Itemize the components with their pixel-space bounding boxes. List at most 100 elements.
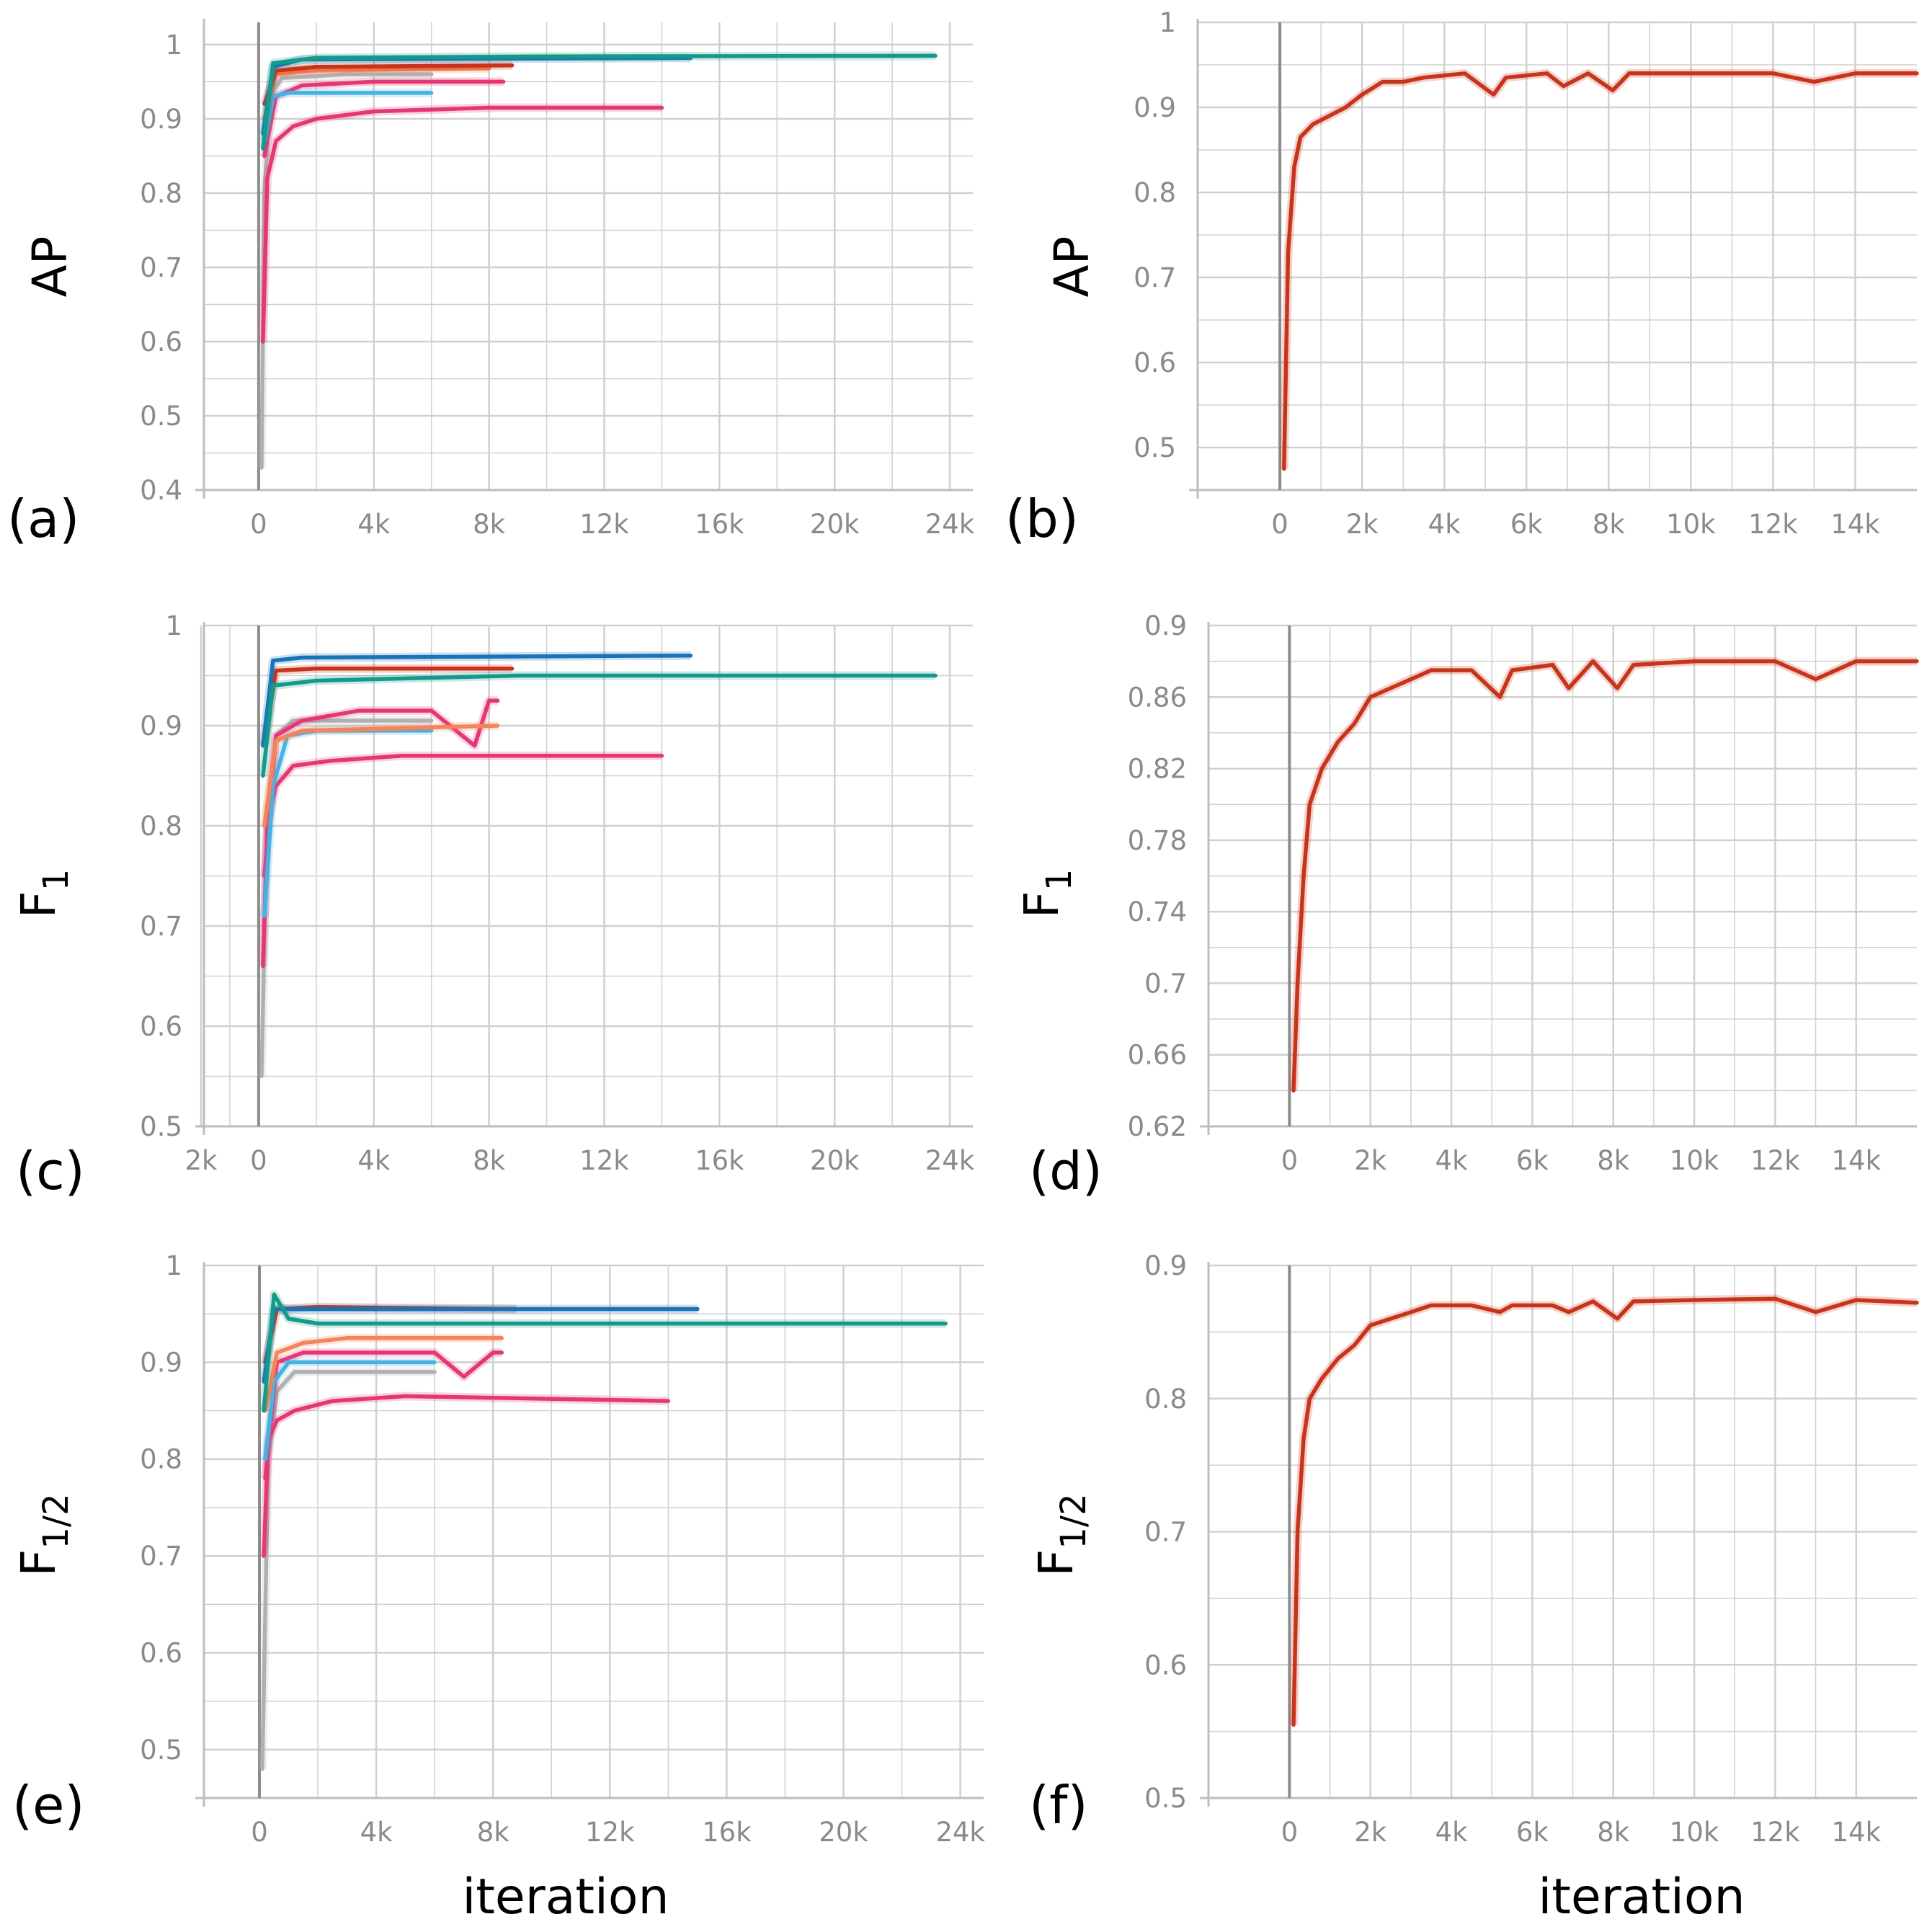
series-line-pink-mid	[262, 698, 500, 878]
y-axis-label-main: AP	[1044, 236, 1100, 298]
series-line-teal-run	[262, 1292, 948, 1413]
x-tick-label: 4k	[1435, 1817, 1469, 1848]
series-line-teal-run	[261, 53, 938, 151]
series-shadow-red-run	[1289, 1294, 1918, 1725]
y-axis-label: AP	[1044, 236, 1100, 298]
x-tick-label: 4k	[360, 1817, 393, 1848]
y-axis-label-subscript: 1/2	[1054, 1493, 1094, 1549]
y-tick-label: 0.6	[140, 326, 182, 357]
y-axis-label-main: F	[1014, 891, 1069, 918]
panel-label: (e)	[12, 1775, 84, 1835]
y-axis-label-subscript: 1	[36, 869, 76, 891]
panel-label: (a)	[7, 489, 79, 549]
x-tick-label: 16k	[695, 509, 744, 540]
x-tick-label: 2k	[1354, 1817, 1387, 1848]
x-tick-label: 14k	[1831, 1817, 1881, 1848]
y-tick-label: 0.8	[140, 811, 182, 842]
series-shadow-pink-low	[258, 751, 662, 966]
x-tick-label: 8k	[473, 509, 506, 540]
y-tick-label: 0.5	[1134, 432, 1176, 463]
y-axis-label: AP	[22, 236, 78, 298]
x-tick-label: 16k	[695, 1145, 744, 1176]
y-tick-label: 0.9	[1144, 1250, 1187, 1281]
y-tick-label: 0.6	[1134, 347, 1176, 378]
y-axis-label-main: F	[11, 891, 66, 918]
x-tick-label: 0	[250, 509, 267, 540]
y-tick-label: 0.8	[140, 178, 182, 209]
y-tick-label: 1	[165, 1250, 182, 1281]
y-axis-label-main: F	[1028, 1549, 1084, 1577]
series-shadow-pink-low	[259, 1392, 669, 1557]
x-axis-label-right: iteration	[1538, 1869, 1745, 1926]
series-line-pink-low	[262, 1394, 671, 1558]
x-tick-label: 14k	[1830, 509, 1880, 540]
x-tick-label: 10k	[1670, 1817, 1719, 1848]
x-tick-label: 20k	[810, 1145, 860, 1176]
y-tick-label: 0.4	[140, 475, 182, 506]
x-tick-label: 20k	[819, 1817, 868, 1848]
series-line-orange-run	[262, 724, 500, 828]
panel-d: 0.62 0.66 0.7 0.74 0.78 0.82 0.86 0.9 0 2k 4k 6k 8k 1…	[1014, 610, 1919, 1201]
x-tick-label: 8k	[473, 1145, 506, 1176]
x-tick-label: 12k	[579, 509, 629, 540]
x-tick-label: 2k	[185, 1145, 218, 1176]
y-tick-label: 0.6	[1144, 1650, 1187, 1681]
y-tick-label: 0.5	[140, 401, 182, 432]
x-axis-label-left: iteration	[462, 1869, 669, 1926]
y-tick-label: 0.8	[140, 1444, 182, 1475]
y-tick-label: 0.7	[140, 252, 182, 283]
y-tick-label: 0.9	[1144, 610, 1187, 641]
y-tick-label: 0.86	[1128, 682, 1187, 713]
y-tick-label: 0.7	[1144, 968, 1187, 999]
x-tick-label: 4k	[1428, 509, 1461, 540]
y-tick-label: 0.9	[140, 104, 182, 135]
x-tick-label: 4k	[357, 509, 391, 540]
x-tick-label: 12k	[1748, 509, 1798, 540]
y-axis-label-subscript: 1/2	[36, 1493, 76, 1549]
x-tick-label: 0	[1281, 1817, 1299, 1848]
x-tick-label: 24k	[925, 1145, 975, 1176]
y-tick-label: 0.7	[1134, 262, 1176, 293]
panel-label: (b)	[1005, 489, 1079, 549]
x-tick-label: 2k	[1354, 1145, 1387, 1176]
y-axis-label-main: F	[11, 1549, 66, 1577]
series-line-teal-run	[261, 673, 938, 778]
y-tick-label: 0.6	[140, 1637, 182, 1668]
x-tick-label: 20k	[810, 509, 860, 540]
y-tick-label: 0.9	[1134, 92, 1176, 123]
x-tick-label: 4k	[357, 1145, 391, 1176]
x-tick-label: 8k	[1597, 1817, 1630, 1848]
x-tick-label: 6k	[1516, 1817, 1549, 1848]
y-axis-label-main: AP	[22, 236, 78, 298]
x-tick-label: 10k	[1670, 1145, 1719, 1176]
x-tick-label: 2k	[1346, 509, 1379, 540]
series-shadow-pink-low	[258, 103, 662, 342]
y-tick-label: 0.7	[140, 1541, 182, 1572]
y-tick-label: 1	[165, 30, 182, 61]
series-shadow-red-run	[1279, 68, 1917, 469]
y-tick-label: 0.5	[1144, 1783, 1187, 1814]
x-tick-label: 6k	[1516, 1145, 1549, 1176]
panel-label: (c)	[16, 1141, 85, 1201]
y-tick-label: 1	[1159, 7, 1176, 38]
y-tick-label: 0.8	[1134, 177, 1176, 208]
series-line-red-run	[1291, 1296, 1919, 1727]
y-tick-label: 0.9	[140, 711, 182, 742]
x-tick-label: 12k	[1750, 1145, 1800, 1176]
series-line-orange-run	[263, 1336, 504, 1413]
y-tick-label: 0.82	[1128, 754, 1187, 785]
x-tick-label: 12k	[585, 1817, 635, 1848]
y-tick-label: 0.74	[1128, 896, 1187, 927]
x-tick-label: 12k	[1750, 1817, 1800, 1848]
series-line-pink-low	[261, 105, 664, 344]
x-tick-label: 14k	[1831, 1145, 1881, 1176]
series-line-lightblue-run	[262, 91, 434, 143]
x-tick-label: 4k	[1435, 1145, 1469, 1176]
y-tick-label: 0.78	[1128, 825, 1187, 856]
x-tick-label: 16k	[702, 1817, 752, 1848]
y-axis-label: F1/2	[11, 1493, 76, 1576]
x-tick-label: 0	[1281, 1145, 1299, 1176]
y-axis-label: F1/2	[1028, 1493, 1094, 1576]
